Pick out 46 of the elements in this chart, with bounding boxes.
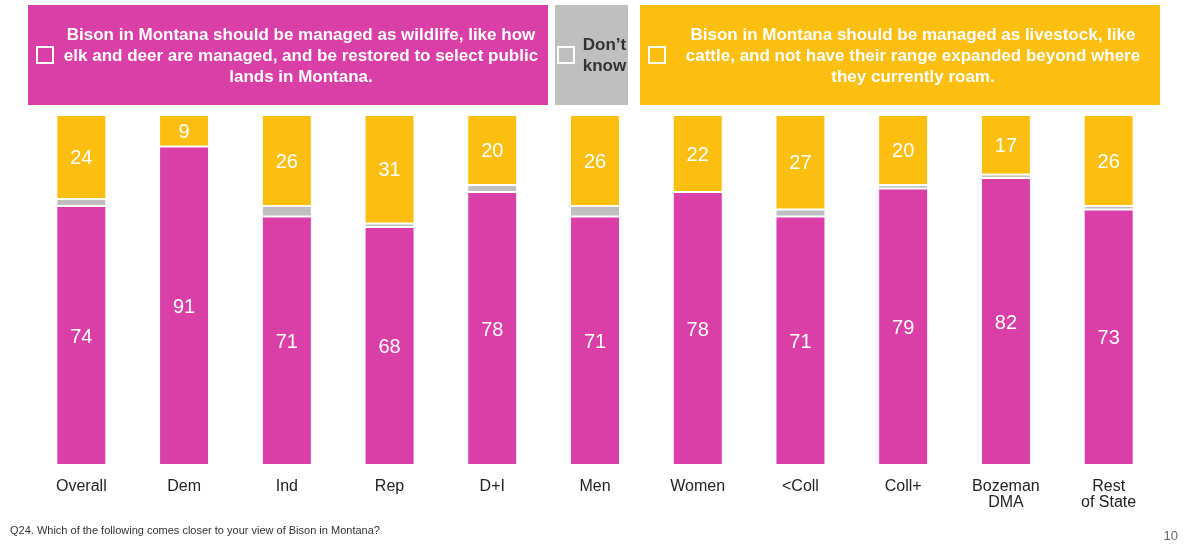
x-tick-label: Women (670, 476, 726, 494)
x-tick-label: Bozeman DMA (972, 476, 1040, 510)
data-label: 74 (70, 324, 93, 347)
data-label: 26 (275, 149, 298, 172)
legend-label: Bison in Montana should be managed as livestock, like cattle, and not have their range expanded beyond where they currently roam. (684, 23, 1142, 87)
x-tick-label: D+I (479, 476, 505, 494)
bar (1083, 115, 1134, 206)
bar (1083, 209, 1134, 465)
x-tick-label: Rep (374, 476, 405, 494)
data-label: 73 (1097, 326, 1120, 349)
data-label: 22 (686, 142, 709, 165)
data-label: 17 (994, 133, 1018, 156)
bar (980, 115, 1031, 175)
text: Q24. Which of the following comes closer to your view of Bison in Montana? (10, 524, 380, 536)
data-label: 71 (275, 329, 298, 352)
data-label: 79 (892, 315, 915, 338)
x-tick-label: Dem (167, 476, 201, 494)
data-label: 26 (1097, 149, 1120, 172)
x-tick-label: Coll+ (884, 476, 922, 494)
data-label: 20 (892, 139, 915, 161)
x-tick-label: <Coll (782, 476, 819, 494)
data-label: 71 (583, 329, 607, 352)
x-tick-label: Overall (56, 476, 107, 494)
data-label: 31 (378, 158, 401, 181)
data-label: 9 (178, 119, 190, 142)
x-tick-label: Ind (275, 476, 298, 494)
bar (878, 115, 929, 185)
data-label: 71 (789, 329, 812, 352)
data-label: 27 (789, 151, 812, 174)
bar (980, 178, 1031, 465)
legend-label: Don’t know (582, 34, 627, 76)
x-tick-label: Rest of State (1081, 476, 1137, 510)
data-label: 78 (481, 317, 504, 340)
legend-label: Bison in Montana should be managed as wildlife, like how elk and deer are managed, and be restored to select public lands in Montana. (62, 23, 540, 87)
data-label: 82 (994, 310, 1018, 333)
data-label: 24 (70, 146, 93, 168)
text: 10 (1163, 528, 1178, 543)
data-label: 20 (481, 139, 504, 161)
data-label: 78 (686, 317, 709, 340)
bar (878, 188, 929, 465)
data-label: 91 (172, 294, 196, 317)
data-label: 68 (378, 335, 401, 357)
bar (364, 115, 415, 224)
data-label: 26 (583, 149, 607, 172)
bar (364, 227, 415, 465)
x-tick-label: Men (579, 476, 611, 494)
